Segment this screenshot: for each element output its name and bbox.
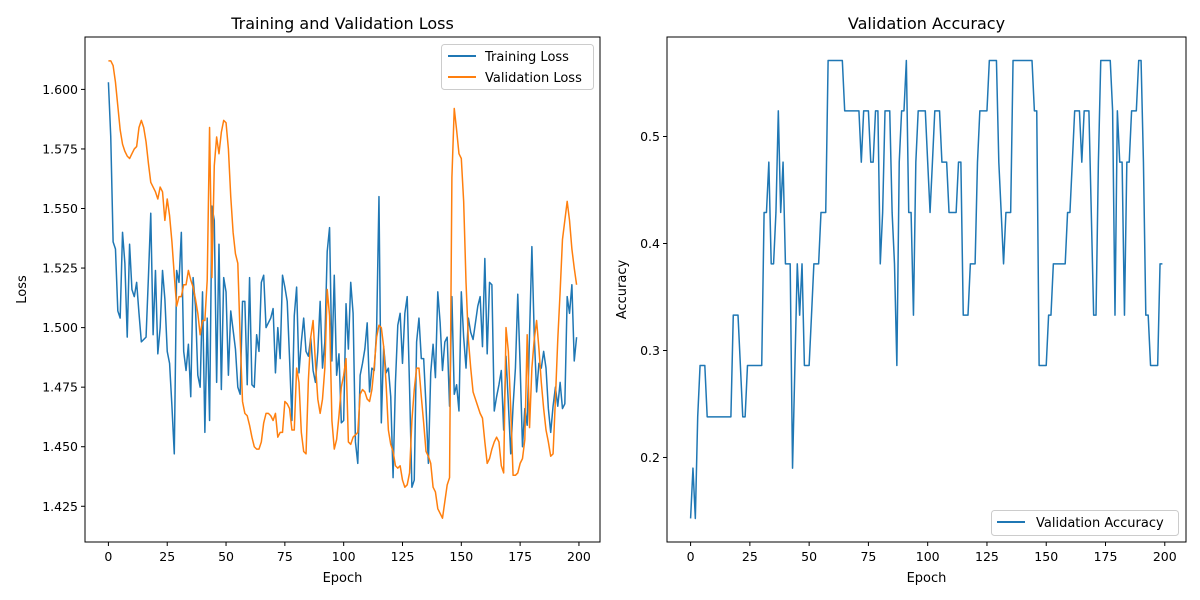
loss-xtick-label: 50	[218, 549, 234, 564]
series-line-validation-loss	[108, 60, 578, 519]
loss-xtick-label: 125	[391, 549, 415, 564]
loss-xtick-label: 150	[449, 549, 473, 564]
loss-xtick-label: 0	[104, 549, 112, 564]
accuracy-legend: Validation Accuracy	[991, 510, 1179, 536]
accuracy-chart-ticks: 0 25 50 75 100 125 150 175 200 0.2 0.3 0.4 0.5	[640, 129, 1177, 564]
accuracy-ytick-label: 0.5	[640, 129, 660, 144]
series-line-training-loss	[107, 82, 578, 488]
loss-chart-xlabel: Epoch	[323, 571, 363, 586]
loss-xtick-label: 75	[277, 549, 293, 564]
accuracy-xtick-label: 200	[1153, 549, 1177, 564]
loss-xtick-label: 200	[567, 549, 591, 564]
accuracy-legend-box	[991, 510, 1179, 536]
legend-label-validation-loss: Validation Loss	[485, 71, 582, 86]
accuracy-chart-xlabel: Epoch	[907, 571, 947, 586]
legend-label-training-loss: Training Loss	[484, 50, 569, 65]
loss-chart: Training and Validation Loss Epoch Loss …	[15, 14, 601, 586]
loss-chart-ylabel: Loss	[15, 275, 30, 304]
accuracy-ytick-label: 0.2	[640, 450, 660, 465]
loss-ytick-label: 1.425	[42, 499, 78, 514]
accuracy-ytick-label: 0.3	[640, 343, 660, 358]
loss-legend-box	[441, 44, 594, 90]
accuracy-xtick-label: 175	[1094, 549, 1118, 564]
loss-ytick-label: 1.600	[42, 82, 78, 97]
accuracy-chart: Validation Accuracy Epoch Accuracy 0 25 50…	[615, 14, 1187, 586]
loss-ytick-label: 1.575	[42, 141, 78, 156]
loss-chart-title: Training and Validation Loss	[230, 14, 454, 33]
accuracy-xtick-label: 0	[687, 549, 695, 564]
accuracy-xtick-label: 150	[1034, 549, 1058, 564]
accuracy-ytick-label: 0.4	[640, 236, 660, 251]
accuracy-chart-title: Validation Accuracy	[848, 14, 1005, 33]
loss-ytick-label: 1.500	[42, 320, 78, 335]
loss-ytick-label: 1.450	[42, 439, 78, 454]
legend-label-validation-accuracy: Validation Accuracy	[1036, 516, 1164, 531]
loss-legend: Training Loss Validation Loss	[441, 44, 594, 90]
loss-ytick-label: 1.550	[42, 201, 78, 216]
accuracy-xtick-label: 50	[801, 549, 817, 564]
accuracy-chart-lines	[689, 59, 1163, 520]
loss-xtick-label: 175	[508, 549, 532, 564]
loss-ytick-label: 1.525	[42, 261, 78, 276]
loss-xtick-label: 100	[332, 549, 356, 564]
accuracy-chart-ylabel: Accuracy	[615, 260, 630, 320]
loss-chart-lines	[107, 60, 578, 519]
accuracy-xtick-label: 75	[860, 549, 876, 564]
loss-ytick-label: 1.475	[42, 380, 78, 395]
loss-chart-frame	[84, 36, 601, 543]
accuracy-xtick-label: 125	[975, 549, 999, 564]
accuracy-chart-frame	[666, 36, 1187, 543]
loss-xtick-label: 25	[159, 549, 175, 564]
loss-chart-ticks: 0 25 50 75 100 125 150 175 200 1.425 1.450 1.475 1.5…	[42, 82, 591, 564]
accuracy-xtick-label: 25	[742, 549, 758, 564]
accuracy-xtick-label: 100	[916, 549, 940, 564]
series-line-validation-accuracy	[689, 59, 1163, 520]
